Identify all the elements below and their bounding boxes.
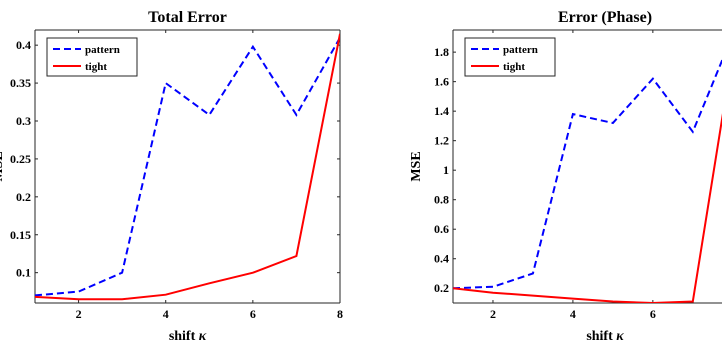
y-tick-label: 1.4	[434, 104, 449, 118]
x-tick-label: 4	[163, 307, 169, 321]
y-axis-label: MSE	[409, 151, 424, 181]
y-tick-label: 1.2	[434, 134, 449, 148]
legend-label-pattern: pattern	[85, 44, 120, 56]
y-tick-label: 0.1	[16, 266, 31, 280]
legend-box	[464, 37, 556, 77]
chart-title: Total Error	[148, 9, 227, 26]
legend-label-tight: tight	[503, 61, 525, 73]
series-group	[35, 33, 340, 301]
x-axis-label: shift κ	[586, 329, 624, 344]
x-tick-label: 6	[650, 307, 656, 321]
legend-label-tight: tight	[85, 61, 107, 73]
series-group	[453, 58, 722, 303]
y-tick-label: 1	[443, 163, 449, 177]
x-axis-label: shift κ	[169, 329, 207, 344]
legend-box	[46, 37, 138, 77]
series-line-pattern	[35, 37, 340, 297]
series-line-tight	[453, 113, 722, 303]
legend: pattern tight	[46, 37, 138, 77]
y-tick-label: 0.2	[434, 281, 449, 295]
legend-label-pattern: pattern	[503, 44, 538, 56]
y-tick-label: 1.6	[434, 75, 449, 89]
y-tick-label: 0.8	[434, 193, 449, 207]
series-line-pattern	[453, 58, 722, 290]
x-tick-label: 4	[570, 307, 576, 321]
y-tick-label: 0.2	[16, 190, 31, 204]
series-line-tight	[35, 33, 340, 301]
legend: pattern tight	[464, 37, 556, 77]
y-tick-label: 0.6	[434, 222, 449, 236]
phase-error-chart: 2 4 6 0.2 0.4 0.6 0.8 1 1.2 1.4 1.6 1.8 Error (Phase…	[409, 9, 722, 344]
y-tick-label: 0.15	[10, 228, 31, 242]
y-tick-label: 0.25	[10, 152, 31, 166]
x-tick-label: 2	[76, 307, 82, 321]
y-tick-label: 0.3	[16, 114, 31, 128]
chart-title: Error (Phase)	[558, 9, 652, 26]
y-tick-label: 0.4	[16, 38, 31, 52]
y-tick-label: 1.8	[434, 45, 449, 59]
y-axis-label: MSE	[0, 151, 6, 181]
x-tick-label: 6	[250, 307, 256, 321]
y-tick-label: 0.35	[10, 76, 31, 90]
x-tick-label: 8	[337, 307, 343, 321]
y-tick-label: 0.4	[434, 252, 449, 266]
total-error-chart: 2 4 6 8 0.1 0.15 0.2 0.25 0.3 0.35 0.4 Total Error s…	[0, 9, 343, 344]
x-tick-label: 2	[490, 307, 496, 321]
